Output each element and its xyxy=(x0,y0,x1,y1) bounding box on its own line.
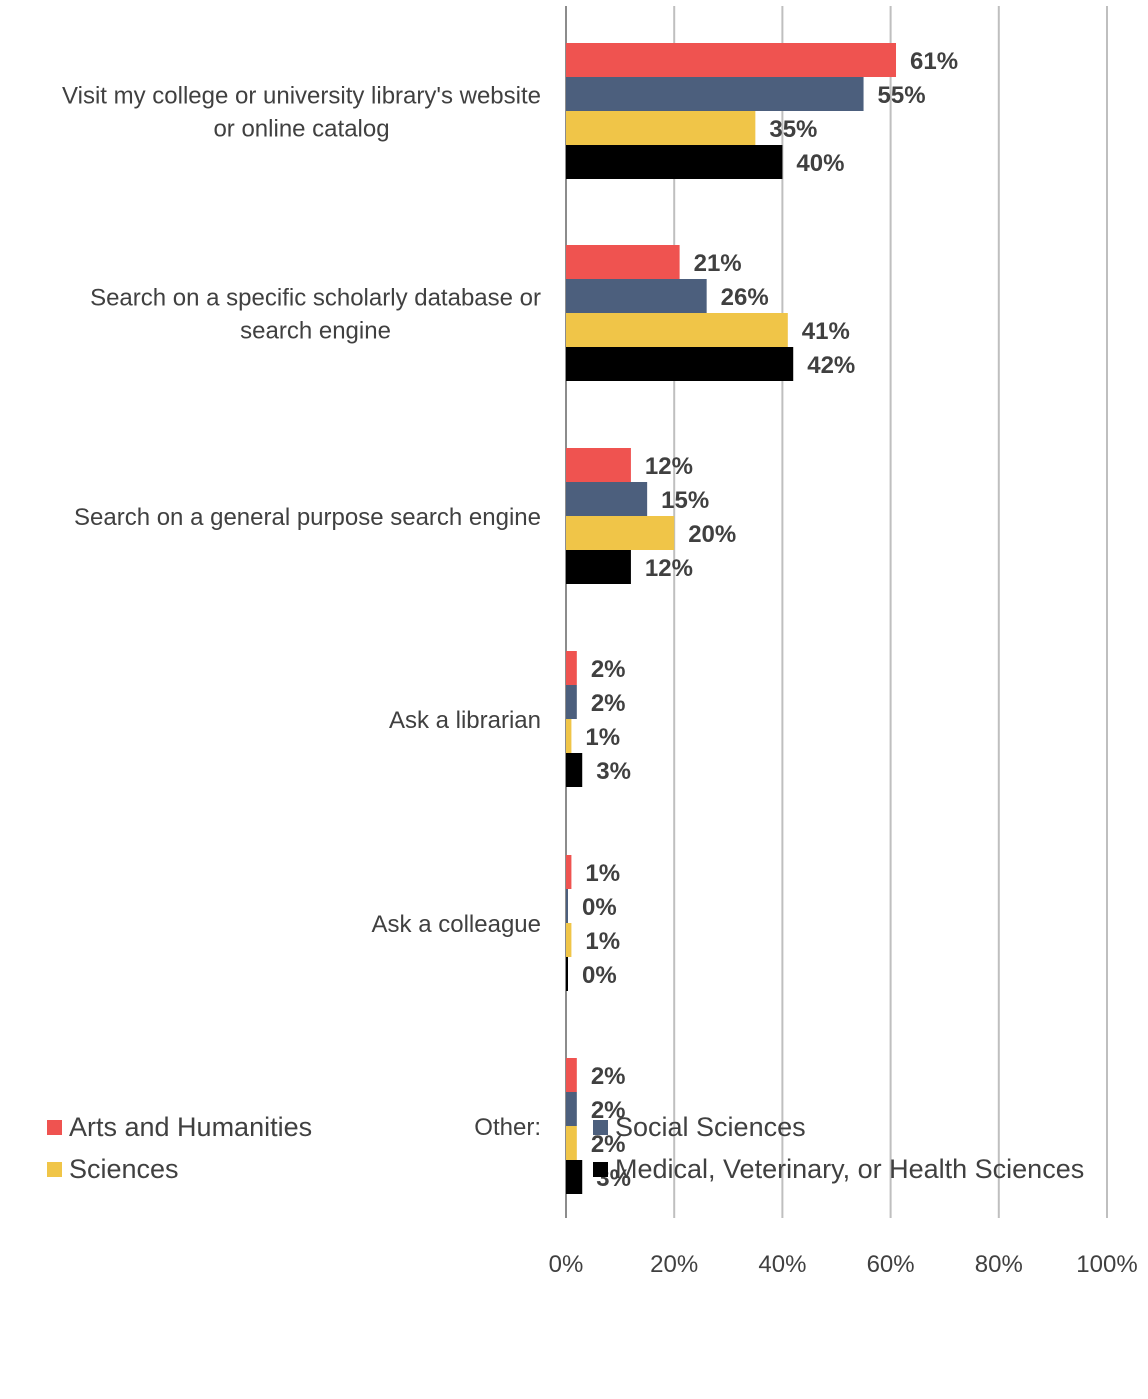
bar xyxy=(566,279,707,313)
category-label: Search on a specific scholarly database … xyxy=(90,285,541,312)
data-label: 21% xyxy=(694,250,742,277)
data-label: 55% xyxy=(878,82,926,109)
x-tick-label: 100% xyxy=(1076,1251,1137,1278)
bar xyxy=(566,1058,577,1092)
bar xyxy=(566,855,572,889)
data-label: 35% xyxy=(769,116,817,143)
data-label: 3% xyxy=(596,1165,631,1192)
data-label: 2% xyxy=(591,1097,626,1124)
bar xyxy=(566,77,864,111)
bar xyxy=(566,753,583,787)
data-label: 61% xyxy=(910,48,958,75)
data-label: 42% xyxy=(807,352,855,379)
category-labels: Visit my college or university library's… xyxy=(62,83,541,1142)
bar xyxy=(566,145,783,179)
category-label: Ask a colleague xyxy=(372,911,541,938)
data-labels: 61% 55% 35% 40% 21% 26% 41% 42% 12% 15% 20% 12% 2% 2%… xyxy=(582,48,958,1192)
data-label: 2% xyxy=(591,656,626,683)
bar xyxy=(566,347,794,381)
category-label: search engine xyxy=(240,318,391,345)
x-tick-label: 20% xyxy=(650,1251,698,1278)
data-label: 12% xyxy=(645,555,693,582)
bar xyxy=(566,313,788,347)
bar xyxy=(566,1092,577,1126)
bar xyxy=(566,550,631,584)
data-label: 1% xyxy=(585,724,620,751)
x-tick-label: 80% xyxy=(975,1251,1023,1278)
data-label: 0% xyxy=(582,894,617,921)
x-tick-label: 60% xyxy=(867,1251,915,1278)
bar xyxy=(566,685,577,719)
data-label: 20% xyxy=(688,521,736,548)
category-label: Visit my college or university library's… xyxy=(62,83,541,110)
bar xyxy=(566,43,897,77)
data-label: 3% xyxy=(596,758,631,785)
bar xyxy=(566,111,756,145)
data-label: 26% xyxy=(721,284,769,311)
bar xyxy=(566,651,577,685)
bar xyxy=(566,719,572,753)
bar xyxy=(566,245,680,279)
category-label: Other: xyxy=(474,1114,541,1141)
category-label: or online catalog xyxy=(213,116,389,143)
x-tick-label: 40% xyxy=(758,1251,806,1278)
x-axis-ticks: 0% 20% 40% 60% 80% 100% xyxy=(549,1251,1138,1278)
data-label: 41% xyxy=(802,318,850,345)
data-label: 40% xyxy=(796,150,844,177)
bar xyxy=(566,923,572,957)
data-label: 2% xyxy=(591,1131,626,1158)
bar xyxy=(566,889,568,923)
bar xyxy=(566,482,648,516)
data-label: 15% xyxy=(661,487,709,514)
category-label: Search on a general purpose search engin… xyxy=(74,504,541,531)
data-label: 2% xyxy=(591,1063,626,1090)
bars xyxy=(566,43,897,1194)
data-label: 2% xyxy=(591,690,626,717)
data-label: 0% xyxy=(582,962,617,989)
bar xyxy=(566,448,631,482)
category-label: Ask a librarian xyxy=(389,707,541,734)
data-label: 1% xyxy=(585,860,620,887)
gridlines xyxy=(565,6,1108,1218)
bar xyxy=(566,1126,577,1160)
data-label: 12% xyxy=(645,453,693,480)
bar xyxy=(566,957,568,991)
data-label: 1% xyxy=(585,928,620,955)
bar xyxy=(566,1160,583,1194)
bar xyxy=(566,516,675,550)
x-tick-label: 0% xyxy=(549,1251,584,1278)
